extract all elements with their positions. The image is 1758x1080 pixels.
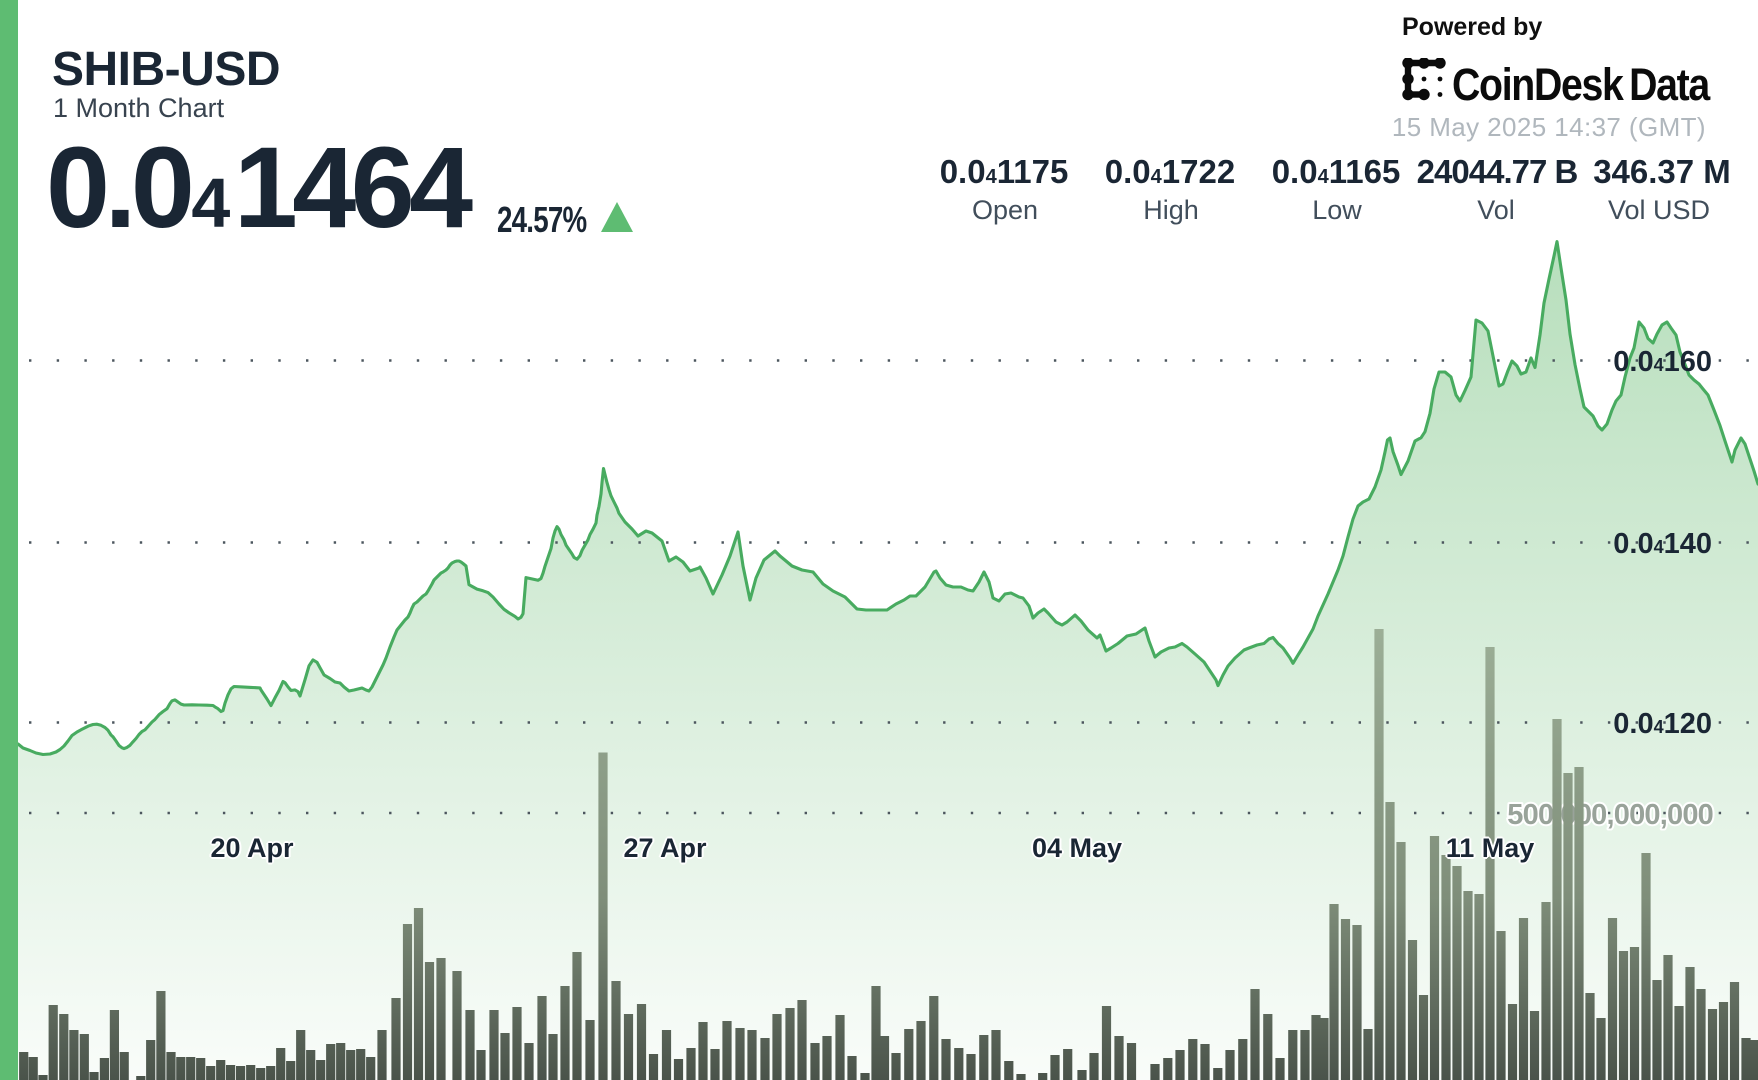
svg-text:500,000,000,000: 500,000,000,000: [1507, 799, 1713, 831]
